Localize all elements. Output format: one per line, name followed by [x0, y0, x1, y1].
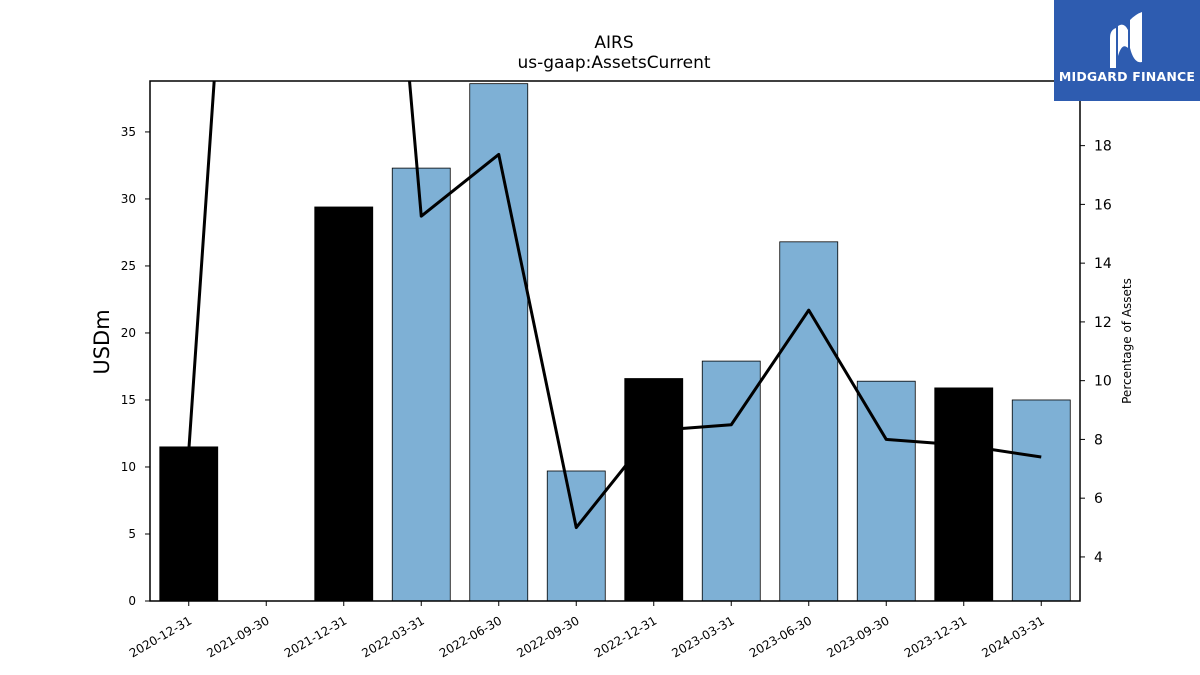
- y2-tick-label: 16: [1094, 197, 1112, 213]
- bar-2023-12-31: [934, 387, 994, 602]
- y-tick-label: 5: [128, 527, 136, 541]
- bar-2022-09-30: [546, 470, 606, 602]
- chart-subtitle: us-gaap:AssetsCurrent: [517, 53, 710, 73]
- bar-2022-12-31: [624, 378, 684, 602]
- x-tick-label: 2021-09-30: [204, 613, 271, 660]
- y2-axis: 4 6 8 10 12 14 16 18: [1080, 139, 1112, 566]
- y2-tick-label: 8: [1094, 432, 1103, 448]
- y2-tick-label: 4: [1094, 550, 1103, 566]
- x-tick-label: 2022-06-30: [437, 613, 504, 660]
- y2-tick-label: 12: [1094, 315, 1112, 331]
- bar-2020-12-31: [159, 446, 219, 602]
- y-tick-label: 15: [121, 393, 136, 407]
- y-tick-label: 10: [121, 460, 136, 474]
- bar-2024-03-31: [1011, 399, 1071, 602]
- percentage-line: [187, 81, 1042, 530]
- bars-group: [159, 83, 1071, 602]
- bar-2022-03-31: [391, 167, 451, 602]
- logo-text: MIDGARD FINANCE: [1058, 69, 1196, 84]
- plot-frame: [149, 80, 1081, 602]
- x-tick-label: 2022-12-31: [592, 613, 659, 660]
- x-tick-label: 2022-09-30: [514, 613, 581, 660]
- y-tick-label: 30: [121, 192, 136, 206]
- y-tick-label: 35: [121, 125, 136, 139]
- y2-axis-label: Percentage of Assets: [1120, 278, 1134, 404]
- y-tick-label: 25: [121, 259, 136, 273]
- x-tick-label: 2023-09-30: [824, 613, 891, 660]
- y2-tick-label: 6: [1094, 491, 1103, 507]
- y-tick-label: 0: [128, 594, 136, 608]
- y-tick-label: 20: [121, 326, 136, 340]
- chart-title: AIRS: [594, 33, 633, 53]
- bar-2023-09-30: [856, 380, 916, 602]
- x-tick-label: 2021-12-31: [282, 613, 349, 660]
- x-tick-label: 2022-03-31: [359, 613, 426, 660]
- logo-mark-icon: [1110, 12, 1142, 68]
- bar-2023-03-31: [701, 360, 761, 602]
- y2-tick-label: 18: [1094, 139, 1112, 155]
- y-axis-label: USDm: [90, 309, 114, 374]
- midgard-finance-logo: MIDGARD FINANCE: [1054, 0, 1200, 101]
- y2-tick-label: 10: [1094, 374, 1112, 390]
- x-tick-label: 2023-03-31: [669, 613, 736, 660]
- x-tick-label: 2023-12-31: [902, 613, 969, 660]
- y-axis: 0 5 10 15 20 25 30 35: [121, 125, 150, 608]
- bar-2023-06-30: [779, 241, 839, 602]
- bar-2021-12-31: [314, 206, 374, 602]
- x-tick-label: 2023-06-30: [747, 613, 814, 660]
- x-tick-label: 2020-12-31: [127, 613, 194, 660]
- y2-tick-label: 14: [1094, 256, 1112, 272]
- x-tick-label: 2024-03-31: [979, 613, 1046, 660]
- x-axis: 2020-12-31 2021-09-30 2021-12-31 2022-03-31…: [127, 601, 1047, 660]
- line-group: [187, 81, 1042, 530]
